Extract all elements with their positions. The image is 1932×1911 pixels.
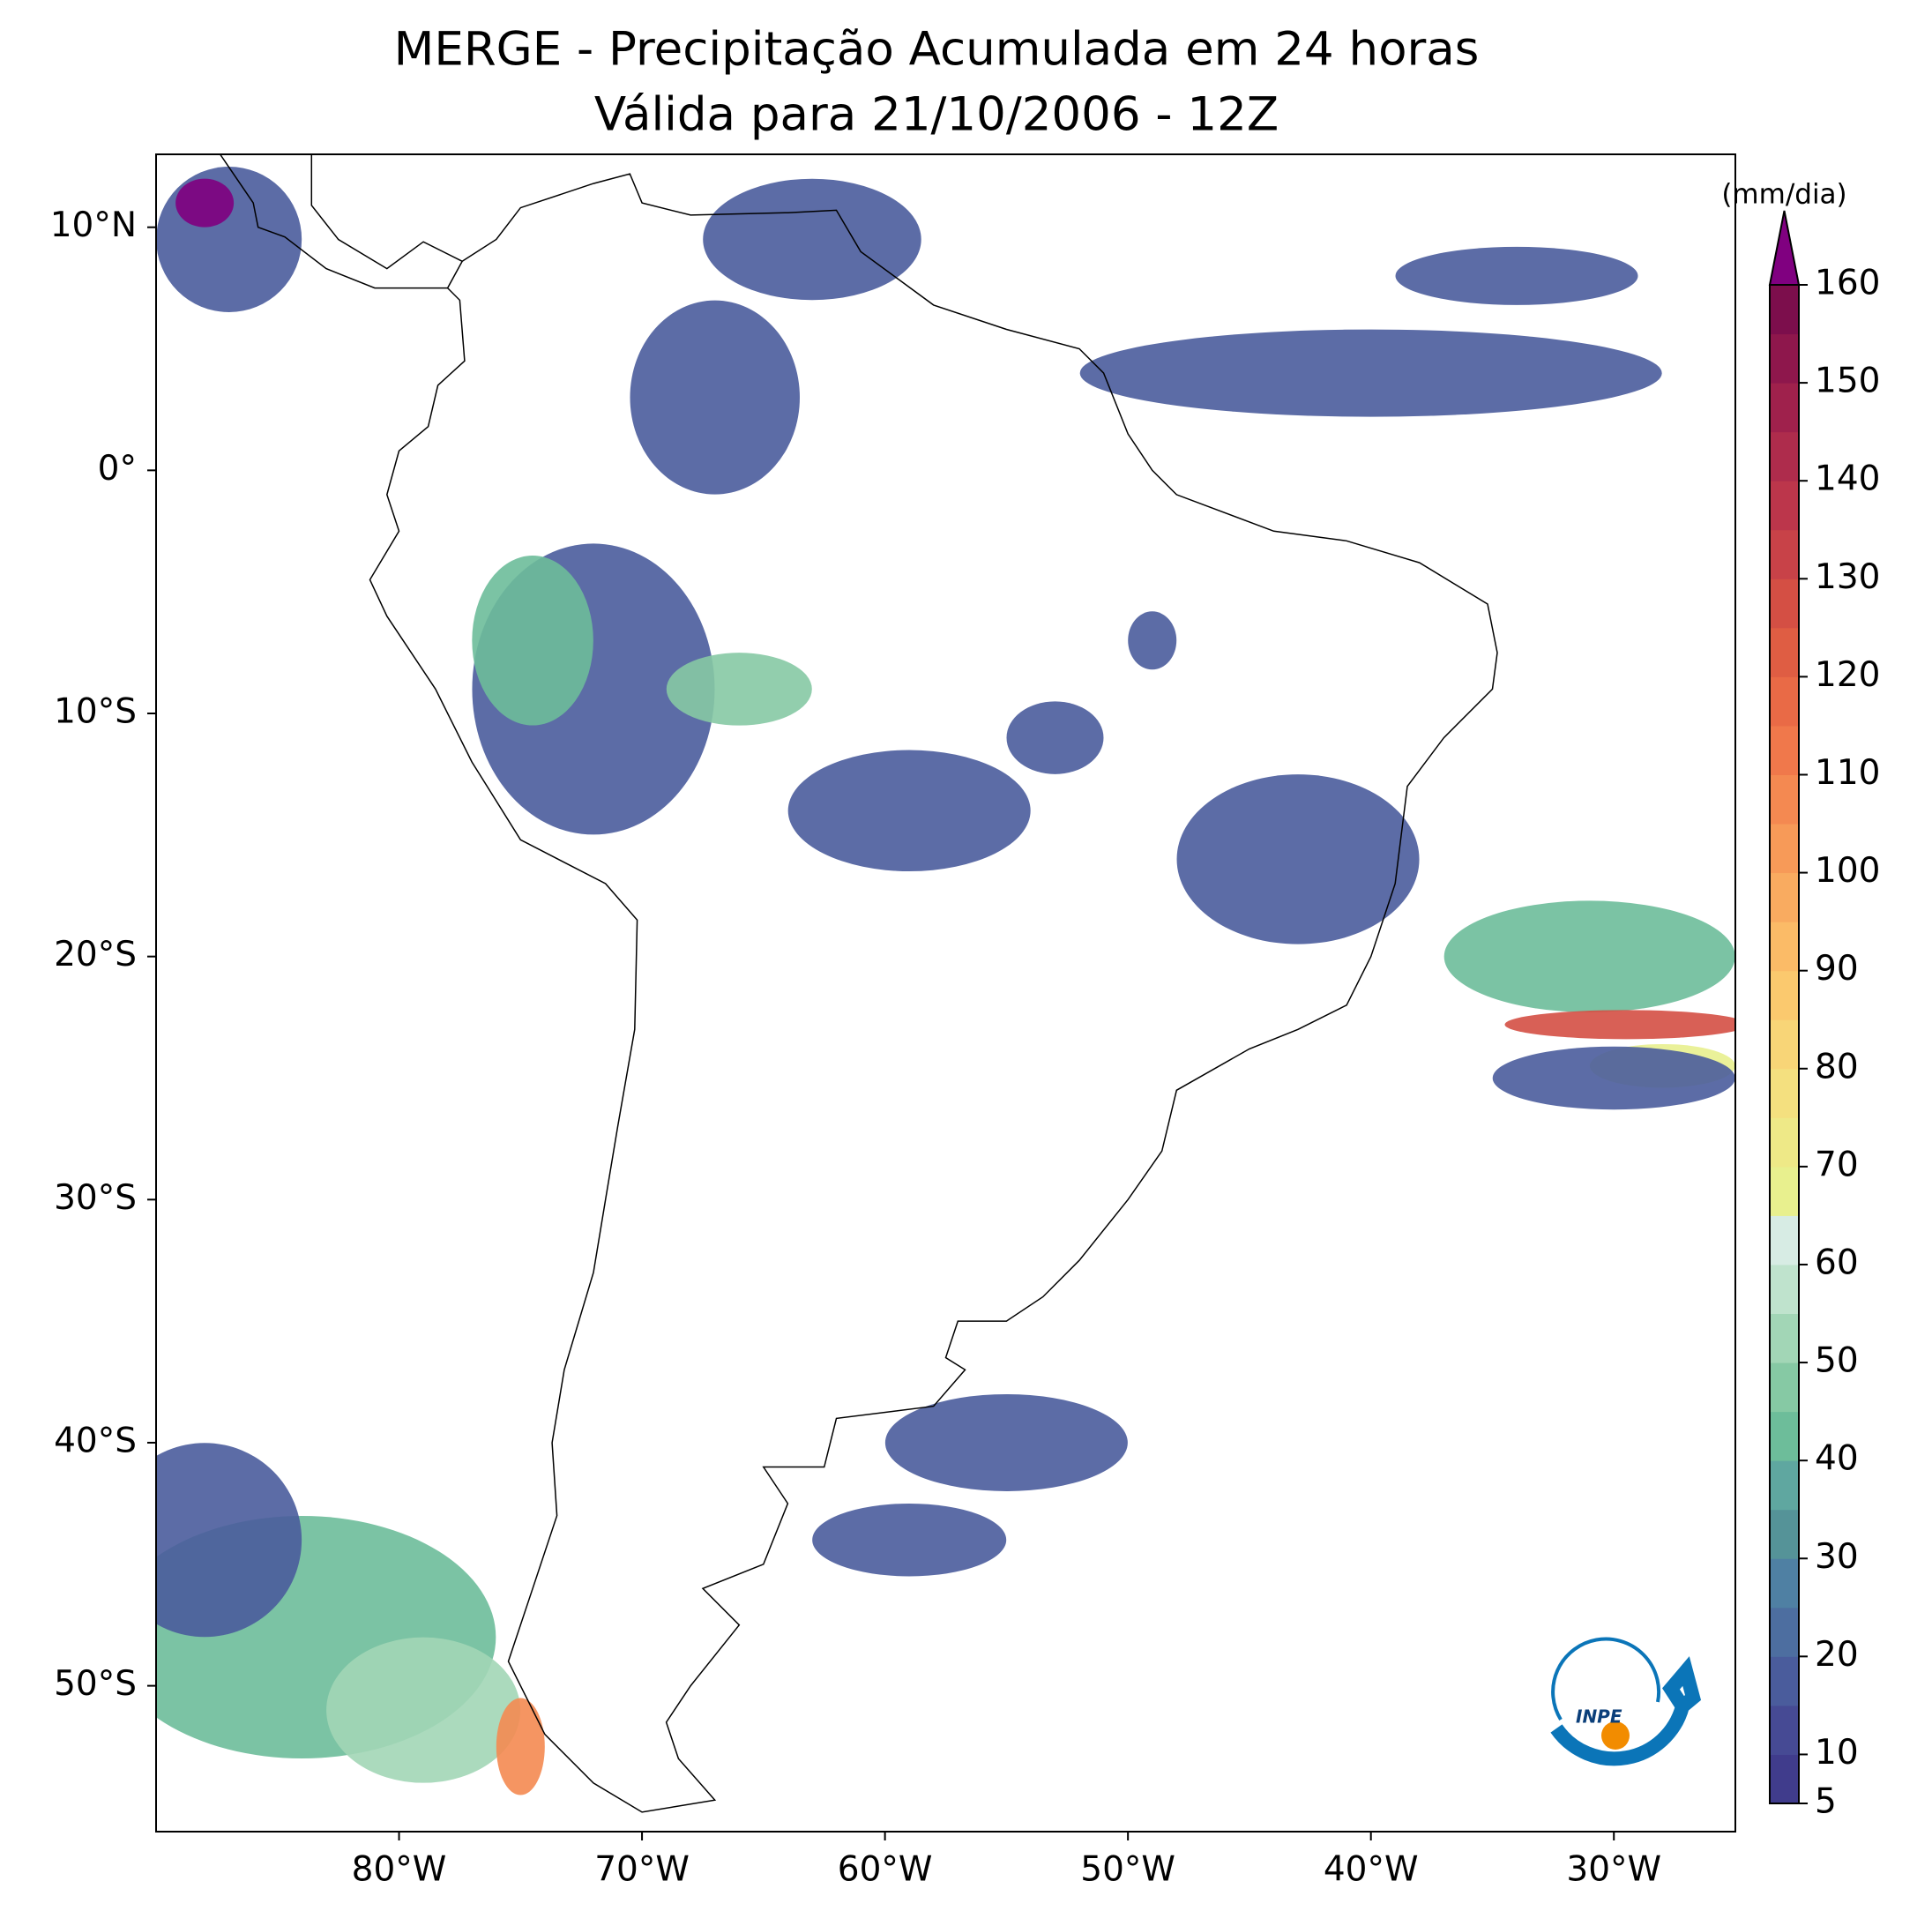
precip-area — [884, 1393, 1128, 1491]
colorbar-band — [1770, 1754, 1799, 1804]
colorbar-tick-label: 70 — [1815, 1145, 1859, 1184]
logo-text: INPE — [1576, 1706, 1622, 1728]
precip-area — [630, 300, 800, 495]
precip-area — [156, 166, 302, 312]
precip-area — [1395, 246, 1638, 305]
logo-dot — [1601, 1721, 1630, 1750]
y-tick-label: 10°S — [54, 692, 137, 732]
colorbar-tick-label: 10 — [1815, 1733, 1859, 1773]
coastline — [369, 173, 1498, 1813]
colorbar-tick-label: 160 — [1815, 264, 1880, 303]
precip-area — [496, 1698, 545, 1795]
precip-area — [1443, 900, 1735, 1012]
x-tick-label: 30°W — [1566, 1850, 1661, 1890]
colorbar-band — [1770, 333, 1799, 384]
x-tick-label: 80°W — [352, 1850, 447, 1890]
colorbar-band — [1770, 579, 1799, 629]
precip-area — [1492, 1046, 1735, 1110]
y-tick-label: 40°S — [54, 1421, 137, 1460]
x-tick-label: 60°W — [838, 1850, 933, 1890]
precip-area — [472, 556, 593, 726]
colorbar-band — [1770, 285, 1799, 335]
y-tick-label: 0° — [98, 449, 137, 489]
title-line: Válida para 21/10/2006 - 12Z — [594, 88, 1279, 142]
colorbar-band — [1770, 383, 1799, 433]
colorbar-tick-label: 60 — [1815, 1243, 1859, 1282]
precip-area — [703, 178, 921, 301]
x-tick-label: 40°W — [1324, 1850, 1419, 1890]
colorbar-band — [1770, 1362, 1799, 1413]
colorbar-band — [1770, 725, 1799, 775]
colorbar-band — [1770, 1460, 1799, 1511]
colorbar-band — [1770, 676, 1799, 727]
precip-area — [1079, 329, 1662, 417]
colorbar-tick-label: 100 — [1815, 851, 1880, 891]
y-tick-label: 50°S — [54, 1664, 137, 1704]
colorbar-band — [1770, 1558, 1799, 1609]
colorbar-band — [1770, 1166, 1799, 1216]
colorbar-tick-label: 30 — [1815, 1537, 1859, 1577]
x-tick-label: 50°W — [1080, 1850, 1175, 1890]
colorbar-tick-label: 5 — [1815, 1782, 1837, 1822]
precip-area — [1504, 1010, 1735, 1040]
precip-area — [1128, 611, 1177, 670]
colorbar-tick-label: 80 — [1815, 1047, 1859, 1086]
colorbar-tick-label: 40 — [1815, 1439, 1859, 1479]
colorbar-band — [1770, 431, 1799, 481]
colorbar-band — [1770, 970, 1799, 1020]
colorbar-frame — [1769, 284, 1800, 1804]
precip-area — [666, 653, 812, 726]
colorbar-band — [1770, 1068, 1799, 1118]
colorbar-tick-label: 90 — [1815, 949, 1859, 989]
precip-area — [326, 1637, 521, 1783]
colorbar-band — [1770, 529, 1799, 579]
logo: INPE — [1550, 1637, 1702, 1766]
colorbar-band — [1770, 627, 1799, 677]
precip-area — [1006, 701, 1104, 774]
colorbar-tick-label: 50 — [1815, 1341, 1859, 1381]
y-tick-label: 20°S — [54, 935, 137, 974]
colorbar-band — [1770, 481, 1799, 531]
colorbar-band — [1770, 824, 1799, 874]
colorbar-tick-label: 140 — [1815, 459, 1880, 499]
colorbar-band — [1770, 922, 1799, 972]
colorbar-band — [1770, 1215, 1799, 1265]
colorbar-unit: (mm/dia) — [1721, 179, 1846, 211]
colorbar-band — [1770, 1509, 1799, 1559]
colorbar-band — [1770, 872, 1799, 922]
colorbar-tick-label: 150 — [1815, 362, 1880, 401]
colorbar-band — [1770, 1411, 1799, 1461]
colorbar-tick-label: 120 — [1815, 655, 1880, 695]
y-tick-label: 10°N — [50, 205, 137, 245]
coastline — [219, 154, 448, 289]
y-tick-label: 30°S — [54, 1178, 137, 1218]
map-area — [156, 154, 1735, 1813]
x-tick-label: 70°W — [594, 1850, 690, 1890]
colorbar-extend — [1768, 210, 1801, 286]
colorbar-tick-label: 20 — [1815, 1635, 1859, 1675]
colorbar-tick-label: 110 — [1815, 753, 1880, 793]
title-line: MERGE - Precipitação Acumulada em 24 hor… — [394, 23, 1480, 77]
logo-swoosh — [1550, 1656, 1702, 1766]
logo-arc — [1551, 1637, 1661, 1721]
colorbar-band — [1770, 1607, 1799, 1657]
colorbar-band — [1770, 1117, 1799, 1168]
colorbar-band — [1770, 1656, 1799, 1706]
precip-area — [787, 750, 1031, 872]
colorbar-band — [1770, 1019, 1799, 1070]
precip-area — [175, 178, 235, 228]
colorbar-band — [1770, 1264, 1799, 1315]
colorbar-band — [1770, 774, 1799, 825]
colorbar-band — [1770, 1313, 1799, 1363]
precip-area — [812, 1503, 1007, 1577]
colorbar-tick-label: 130 — [1815, 557, 1880, 597]
precip-area — [1176, 774, 1420, 944]
coastline — [310, 154, 463, 270]
colorbar-band — [1770, 1705, 1799, 1755]
precip-area — [156, 1443, 302, 1638]
map-frame — [155, 153, 1736, 1833]
